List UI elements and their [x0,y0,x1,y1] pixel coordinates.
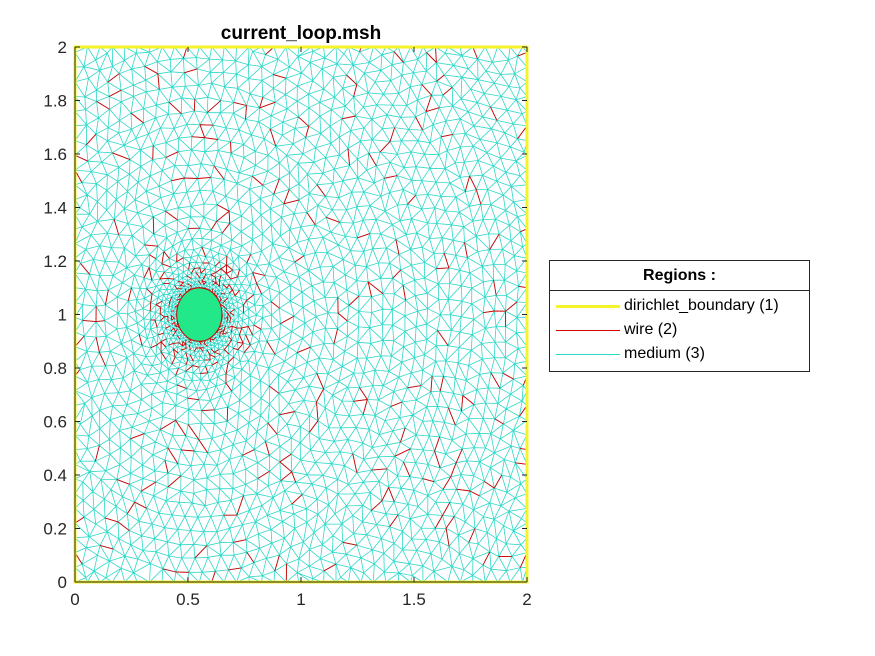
y-tick-label: 1.4 [43,199,67,218]
chart-title: current_loop.msh [221,23,381,44]
x-tick-label: 2 [522,590,531,609]
legend: Regions : dirichlet_boundary (1) wire (2… [549,260,810,372]
x-tick-label: 0.5 [176,590,200,609]
wire-region [176,287,223,342]
x-tick-label: 0 [70,590,79,609]
y-tick-label: 0.8 [43,359,67,378]
y-tick-label: 2 [58,38,67,57]
legend-swatch-medium [556,354,620,355]
legend-swatch-wire [556,330,620,331]
legend-entry-medium: medium (3) [550,343,809,367]
legend-label-boundary: dirichlet_boundary (1) [624,297,779,314]
legend-label-wire: wire (2) [624,321,678,338]
x-tick-label: 1 [296,590,305,609]
legend-entry-dirichlet-boundary: dirichlet_boundary (1) [550,295,809,319]
legend-label-medium: medium (3) [624,345,705,362]
y-tick-label: 0.2 [43,520,67,539]
legend-title: Regions : [550,261,809,291]
y-tick-label: 1.6 [43,145,67,164]
y-tick-label: 0.6 [43,413,67,432]
axes-layer: 0 0.5 1 1.5 2 0 0.2 0.4 0.6 0.8 1 1.2 1.4 1.6 1.8 2 [43,38,531,609]
y-tick-label: 1 [58,306,67,325]
y-tick-label: 1.8 [43,92,67,111]
wire-mesh-edges [75,47,527,582]
y-tick-label: 1.2 [43,252,67,271]
wire-layer [75,47,527,582]
y-tick-label: 0.4 [43,466,67,485]
x-tick-label: 1.5 [402,590,426,609]
y-tick-label: 0 [58,573,67,592]
legend-entry-wire: wire (2) [550,319,809,343]
legend-swatch-boundary [556,305,620,308]
